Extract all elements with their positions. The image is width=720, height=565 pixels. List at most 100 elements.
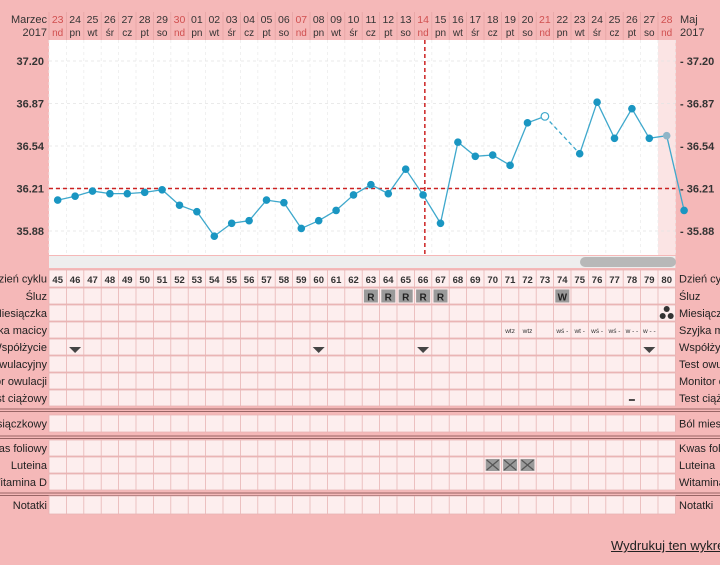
row-cell-menstrual-pain[interactable] <box>467 415 484 432</box>
header-day-number[interactable]: 25 <box>87 14 99 26</box>
row-cell-menses[interactable] <box>171 305 188 321</box>
row-cell-menses[interactable] <box>554 305 571 321</box>
row-cell-notes[interactable] <box>432 496 449 514</box>
row-cell-folic-acid[interactable] <box>101 440 118 456</box>
row-cell-folic-acid[interactable] <box>519 440 536 456</box>
temperature-point[interactable] <box>193 207 201 216</box>
row-cell-folic-acid[interactable] <box>223 440 240 456</box>
row-cell-intercourse[interactable] <box>49 339 66 355</box>
header-day-number[interactable]: 21 <box>539 14 551 26</box>
row-cell-ovulation-test[interactable] <box>658 356 675 372</box>
row-cell-notes[interactable] <box>658 496 675 514</box>
row-cell-folic-acid[interactable] <box>206 440 223 456</box>
row-cell-menstrual-pain[interactable] <box>484 415 501 432</box>
row-cell-ovulation-test[interactable] <box>310 356 327 372</box>
row-cell-notes[interactable] <box>84 496 101 514</box>
row-cell-notes[interactable] <box>101 496 118 514</box>
row-cell-luteina[interactable] <box>554 457 571 473</box>
row-cell-menstrual-pain[interactable] <box>606 415 623 432</box>
row-cell-ovulation-test[interactable] <box>206 356 223 372</box>
temperature-point[interactable] <box>262 196 271 204</box>
header-day-number[interactable]: 11 <box>365 14 376 26</box>
row-cell-folic-acid[interactable] <box>136 440 153 456</box>
row-cell-mucus[interactable] <box>275 288 292 304</box>
row-cell-luteina[interactable] <box>101 457 118 473</box>
header-day-number[interactable]: 28 <box>661 14 673 26</box>
header-day-number[interactable]: 12 <box>382 14 394 26</box>
row-cell-mucus[interactable] <box>171 288 188 304</box>
row-cell-menstrual-pain[interactable] <box>641 415 658 432</box>
row-cell-ovulation-monitor[interactable] <box>380 373 397 389</box>
header-day-number[interactable]: 28 <box>139 14 151 26</box>
row-cell-luteina[interactable] <box>258 457 275 473</box>
row-cell-mucus[interactable] <box>310 288 327 304</box>
temperature-point[interactable] <box>523 119 532 127</box>
header-day-number[interactable]: 27 <box>121 14 133 26</box>
row-cell-ovulation-monitor[interactable] <box>397 373 414 389</box>
row-cell-vitamin-d[interactable] <box>293 474 310 490</box>
row-cell-cervix[interactable] <box>84 322 101 338</box>
row-cell-menses[interactable] <box>136 305 153 321</box>
row-cell-luteina[interactable] <box>136 457 153 473</box>
temperature-point[interactable] <box>210 232 219 240</box>
row-cell-menses[interactable] <box>310 305 327 321</box>
row-cell-intercourse[interactable] <box>397 339 414 355</box>
row-cell-mucus[interactable] <box>206 288 223 304</box>
row-cell-folic-acid[interactable] <box>606 440 623 456</box>
row-cell-mucus[interactable] <box>641 288 658 304</box>
row-cell-pregnancy-test[interactable] <box>84 390 101 406</box>
header-day-number[interactable]: 04 <box>243 14 255 26</box>
row-cell-menses[interactable] <box>484 305 501 321</box>
row-cell-ovulation-monitor[interactable] <box>519 373 536 389</box>
row-cell-folic-acid[interactable] <box>536 440 553 456</box>
row-cell-mucus[interactable] <box>588 288 605 304</box>
row-cell-ovulation-monitor[interactable] <box>49 373 66 389</box>
row-cell-mucus[interactable] <box>49 288 66 304</box>
row-cell-folic-acid[interactable] <box>293 440 310 456</box>
temperature-point[interactable] <box>158 185 166 194</box>
row-cell-menses[interactable] <box>536 305 553 321</box>
row-cell-cervix[interactable] <box>188 322 205 338</box>
row-cell-menstrual-pain[interactable] <box>623 415 640 432</box>
temperature-point[interactable] <box>488 151 497 159</box>
row-cell-vitamin-d[interactable] <box>84 474 101 490</box>
row-cell-ovulation-monitor[interactable] <box>467 373 484 389</box>
row-cell-menses[interactable] <box>414 305 431 321</box>
row-cell-vitamin-d[interactable] <box>623 474 640 490</box>
temperature-point[interactable] <box>367 180 375 189</box>
row-cell-folic-acid[interactable] <box>432 440 449 456</box>
header-day-number[interactable]: 18 <box>487 14 499 26</box>
row-cell-vitamin-d[interactable] <box>49 474 66 490</box>
row-cell-mucus[interactable] <box>84 288 101 304</box>
row-cell-intercourse[interactable] <box>240 339 257 355</box>
row-cell-folic-acid[interactable] <box>467 440 484 456</box>
row-cell-vitamin-d[interactable] <box>501 474 518 490</box>
row-cell-intercourse[interactable] <box>554 339 571 355</box>
row-cell-notes[interactable] <box>623 496 640 514</box>
row-cell-vitamin-d[interactable] <box>258 474 275 490</box>
temperature-point[interactable] <box>628 104 636 113</box>
temperature-point[interactable] <box>662 131 671 140</box>
temperature-point[interactable] <box>245 216 253 225</box>
row-cell-ovulation-test[interactable] <box>641 356 658 372</box>
header-day-number[interactable]: 09 <box>330 14 342 26</box>
row-cell-menses[interactable] <box>293 305 310 321</box>
row-cell-menstrual-pain[interactable] <box>397 415 414 432</box>
row-cell-luteina[interactable] <box>414 457 431 473</box>
row-cell-menstrual-pain[interactable] <box>536 415 553 432</box>
row-cell-menses[interactable] <box>571 305 588 321</box>
row-cell-luteina[interactable] <box>240 457 257 473</box>
row-cell-ovulation-monitor[interactable] <box>414 373 431 389</box>
row-cell-intercourse[interactable] <box>432 339 449 355</box>
temperature-point[interactable] <box>88 187 97 195</box>
row-cell-ovulation-test[interactable] <box>327 356 344 372</box>
header-day-number[interactable]: 10 <box>348 14 360 26</box>
row-cell-intercourse[interactable] <box>571 339 588 355</box>
row-cell-cervix[interactable] <box>310 322 327 338</box>
row-cell-menstrual-pain[interactable] <box>49 415 66 432</box>
row-cell-notes[interactable] <box>571 496 588 514</box>
row-cell-menses[interactable] <box>467 305 484 321</box>
row-cell-notes[interactable] <box>414 496 431 514</box>
row-cell-folic-acid[interactable] <box>310 440 327 456</box>
row-cell-ovulation-test[interactable] <box>380 356 397 372</box>
